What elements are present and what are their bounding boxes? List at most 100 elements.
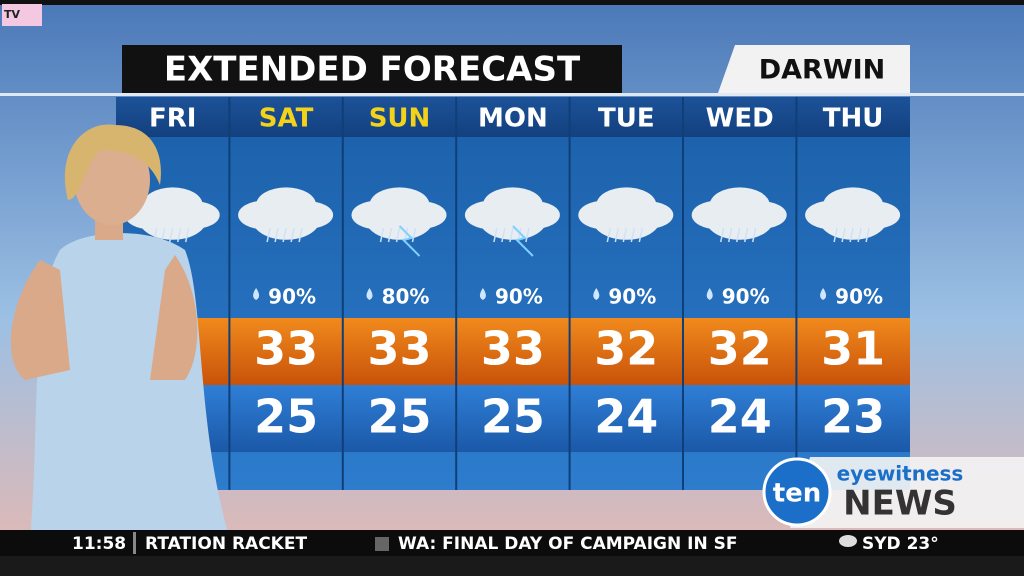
- rain-streak: [833, 227, 838, 243]
- low-temp: 24: [594, 390, 658, 444]
- day-name: THU: [823, 104, 884, 134]
- weather-icon: [351, 187, 447, 257]
- city: DARWIN: [759, 55, 886, 86]
- ticker-bullet: [375, 537, 389, 551]
- raindrop: [706, 288, 713, 300]
- day-name: SAT: [259, 104, 314, 134]
- ticker-weather: SYD 23°: [862, 534, 939, 554]
- day-name: MON: [478, 104, 548, 134]
- lightning: [398, 225, 421, 257]
- ticker-weather-icon: [839, 535, 857, 547]
- logo-line2: NEWS: [843, 484, 957, 524]
- low-temp: 23: [821, 390, 885, 444]
- high-temp: 32: [708, 322, 772, 376]
- presenter: [10, 124, 230, 540]
- cloud-part: [592, 198, 661, 240]
- cloud-part: [705, 198, 774, 240]
- rain-streak: [865, 227, 870, 243]
- weather-icon: [464, 187, 560, 257]
- weather-icon: [238, 187, 334, 243]
- rain-streak: [501, 227, 506, 243]
- logo-line1: eyewitness: [837, 462, 964, 486]
- rain-streak: [379, 227, 385, 243]
- title: EXTENDED FORECAST: [164, 50, 581, 90]
- rain-streak: [735, 227, 741, 243]
- rain-streak: [630, 227, 636, 243]
- header-rule: [0, 93, 1024, 96]
- watermark-box: [2, 4, 42, 26]
- cloud-part: [252, 198, 321, 240]
- rain-chance: 90%: [268, 285, 316, 309]
- rain-streak: [411, 227, 417, 243]
- cloud-part: [365, 198, 434, 240]
- raindrop: [366, 288, 373, 300]
- rain-streak: [509, 227, 514, 243]
- day-name: WED: [706, 104, 774, 134]
- low-row: [116, 385, 910, 452]
- rain-chance: 90%: [835, 285, 883, 309]
- weather-icon: [691, 187, 787, 243]
- rain-streak: [857, 227, 862, 243]
- cloud-part: [819, 198, 888, 240]
- rain-streak: [274, 227, 279, 243]
- columns: FRI%35SAT90%3325SUN80%3325MON90%3325TUE9…: [124, 97, 901, 490]
- raindrop: [253, 288, 260, 300]
- high-temp: 32: [594, 322, 658, 376]
- day-header-row: [116, 97, 910, 137]
- rain-streak: [614, 227, 620, 243]
- rain-streak: [622, 227, 628, 243]
- rain-streak: [168, 227, 174, 243]
- rain-streak: [727, 227, 733, 243]
- top-edge: [0, 0, 1024, 5]
- weather-icon: [578, 187, 674, 243]
- day-name: TUE: [598, 104, 655, 134]
- day-name: FRI: [149, 104, 196, 134]
- low-temp: 25: [254, 390, 318, 444]
- ticker-clip: WA: FINAL DAY OF CAMPAIGN IN SF: [398, 534, 737, 554]
- rain-streak: [638, 227, 644, 243]
- rain-streak: [841, 227, 846, 243]
- cloud-part: [138, 198, 207, 240]
- low-temp: 25: [481, 390, 545, 444]
- rain-chance: 90%: [722, 285, 770, 309]
- rain-streak: [751, 227, 757, 243]
- rain-streak: [493, 227, 498, 243]
- raindrop: [593, 288, 600, 300]
- weather-icon: [805, 187, 901, 243]
- day-name: SUN: [369, 104, 431, 134]
- rain-chance: 90%: [608, 285, 656, 309]
- ticker-time: 11:58: [72, 534, 126, 554]
- rain-streak: [266, 227, 271, 243]
- rain-streak: [184, 227, 190, 243]
- ticker-divider: [133, 532, 136, 554]
- rain-chance: 80%: [382, 285, 430, 309]
- rain-streak: [719, 227, 725, 243]
- high-row: [116, 318, 910, 385]
- rain-streak: [282, 227, 287, 243]
- ticker-item: WA: FINAL DAY OF CAMPAIGN IN SF: [398, 534, 737, 554]
- rain-streak: [525, 227, 530, 243]
- rain-streak: [290, 227, 295, 243]
- raindrop: [820, 288, 827, 300]
- lightning: [512, 225, 534, 257]
- rain-streak: [606, 227, 612, 243]
- rain-streak: [849, 227, 854, 243]
- city-box: [718, 45, 910, 93]
- watermark: TV: [4, 8, 21, 21]
- title-bar: [122, 45, 622, 93]
- rain-chance: 90%: [495, 285, 543, 309]
- high-temp: 33: [481, 322, 545, 376]
- low-temp: 25: [367, 390, 431, 444]
- rain-streak: [298, 227, 303, 243]
- rain-streak: [743, 227, 749, 243]
- bottom-edge: [0, 556, 1024, 576]
- rain-streak: [176, 227, 182, 243]
- ticker-item: RTATION RACKET: [145, 534, 307, 554]
- high-temp: 33: [367, 322, 431, 376]
- logo-mark: ten: [773, 479, 822, 509]
- high-temp: 33: [254, 322, 318, 376]
- cloud-part: [478, 198, 547, 240]
- high-temp: 31: [821, 322, 885, 376]
- rain-streak: [387, 227, 393, 243]
